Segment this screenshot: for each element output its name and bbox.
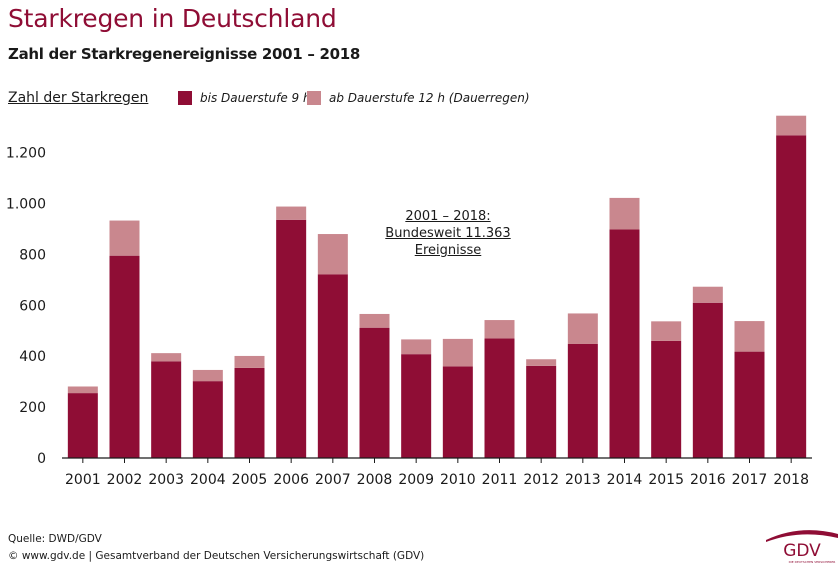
bar-series-2	[234, 355, 265, 368]
chart-title: Starkregen in Deutschland	[8, 4, 337, 33]
bar-series-2	[567, 313, 598, 344]
x-tick-label: 2005	[232, 472, 268, 488]
x-tick-label: 2011	[482, 472, 518, 488]
bar-series-1	[609, 229, 640, 458]
legend-label-series-2: ab Dauerstufe 12 h (Dauerregen)	[329, 91, 530, 105]
bar-series-2	[734, 321, 765, 352]
bar-series-2	[151, 353, 182, 362]
x-tick-label: 2003	[148, 472, 184, 488]
bar-series-2	[67, 386, 98, 394]
x-tick-label: 2017	[732, 472, 768, 488]
y-tick-label: 0	[37, 451, 46, 467]
bar-series-2	[484, 320, 515, 339]
x-tick-label: 2013	[565, 472, 601, 488]
bar-series-2	[442, 338, 473, 367]
bar-series-1	[276, 219, 307, 458]
bar-series-1	[776, 135, 807, 458]
logo-text: GDV	[783, 541, 821, 561]
x-tick-label: 2015	[648, 472, 684, 488]
y-tick-label: 200	[19, 400, 46, 416]
bar-series-2	[317, 234, 348, 275]
x-tick-label: 2018	[773, 472, 809, 488]
bar-series-2	[651, 321, 682, 341]
legend-label-series-1: bis Dauerstufe 9 h	[200, 91, 311, 105]
bar-series-2	[109, 220, 140, 256]
total-annotation: 2001 – 2018: Bundesweit 11.363 Ereigniss…	[372, 208, 524, 259]
legend-swatch-series-1	[178, 91, 192, 105]
bar-series-1	[234, 367, 265, 458]
bar-series-2	[276, 206, 307, 220]
legend-item-series-1: bis Dauerstufe 9 h	[178, 91, 311, 105]
y-tick-label: 800	[19, 247, 46, 263]
bar-series-2	[401, 339, 432, 355]
x-tick-label: 2006	[273, 472, 309, 488]
chart-subtitle: Zahl der Starkregenereignisse 2001 – 201…	[8, 45, 361, 63]
bar-series-1	[734, 351, 765, 458]
bar-series-1	[151, 361, 182, 458]
x-tick-label: 2004	[190, 472, 226, 488]
bar-series-2	[692, 286, 723, 303]
legend-swatch-series-2	[307, 91, 321, 105]
x-tick-label: 2010	[440, 472, 476, 488]
bar-series-2	[526, 359, 557, 366]
y-tick-label: 600	[19, 298, 46, 314]
bar-series-1	[359, 327, 390, 458]
bar-series-2	[359, 313, 390, 328]
logo-swoosh	[766, 530, 838, 542]
y-axis-title: Zahl der Starkregen	[8, 90, 149, 106]
x-tick-label: 2007	[315, 472, 351, 488]
bar-series-1	[109, 255, 140, 458]
x-tick-label: 2009	[398, 472, 434, 488]
bar-series-1	[484, 338, 515, 458]
footer-copyright: © www.gdv.de | Gesamtverband der Deutsch…	[8, 550, 425, 562]
legend-item-series-2: ab Dauerstufe 12 h (Dauerregen)	[307, 91, 530, 105]
y-tick-label: 1.200	[6, 146, 46, 162]
x-tick-label: 2014	[607, 472, 643, 488]
gdv-logo: GDV DIE DEUTSCHEN VERSICHERER	[766, 530, 838, 564]
y-tick-label: 400	[19, 349, 46, 365]
bar-series-1	[442, 366, 473, 458]
x-tick-label: 2002	[107, 472, 143, 488]
y-tick-label: 1.000	[6, 197, 46, 213]
bar-series-2	[609, 197, 640, 230]
bar-series-2	[776, 115, 807, 136]
bar-series-2	[192, 369, 223, 382]
bar-series-1	[651, 340, 682, 458]
bar-series-1	[192, 381, 223, 458]
annotation-line-3: Ereignisse	[414, 243, 482, 258]
annotation-line-1: 2001 – 2018:	[405, 209, 491, 224]
x-tick-label: 2001	[65, 472, 101, 488]
logo-tagline: DIE DEUTSCHEN VERSICHERER	[789, 560, 836, 564]
x-tick-label: 2012	[523, 472, 559, 488]
x-tick-label: 2016	[690, 472, 726, 488]
bar-series-1	[526, 365, 557, 458]
footer-source: Quelle: DWD/GDV	[8, 533, 102, 545]
bar-series-1	[317, 274, 348, 458]
bar-series-1	[567, 343, 598, 458]
bar-series-1	[401, 354, 432, 458]
bar-series-1	[67, 393, 98, 458]
annotation-line-2: Bundesweit 11.363	[385, 226, 511, 241]
bar-series-1	[692, 302, 723, 458]
x-tick-label: 2008	[357, 472, 393, 488]
